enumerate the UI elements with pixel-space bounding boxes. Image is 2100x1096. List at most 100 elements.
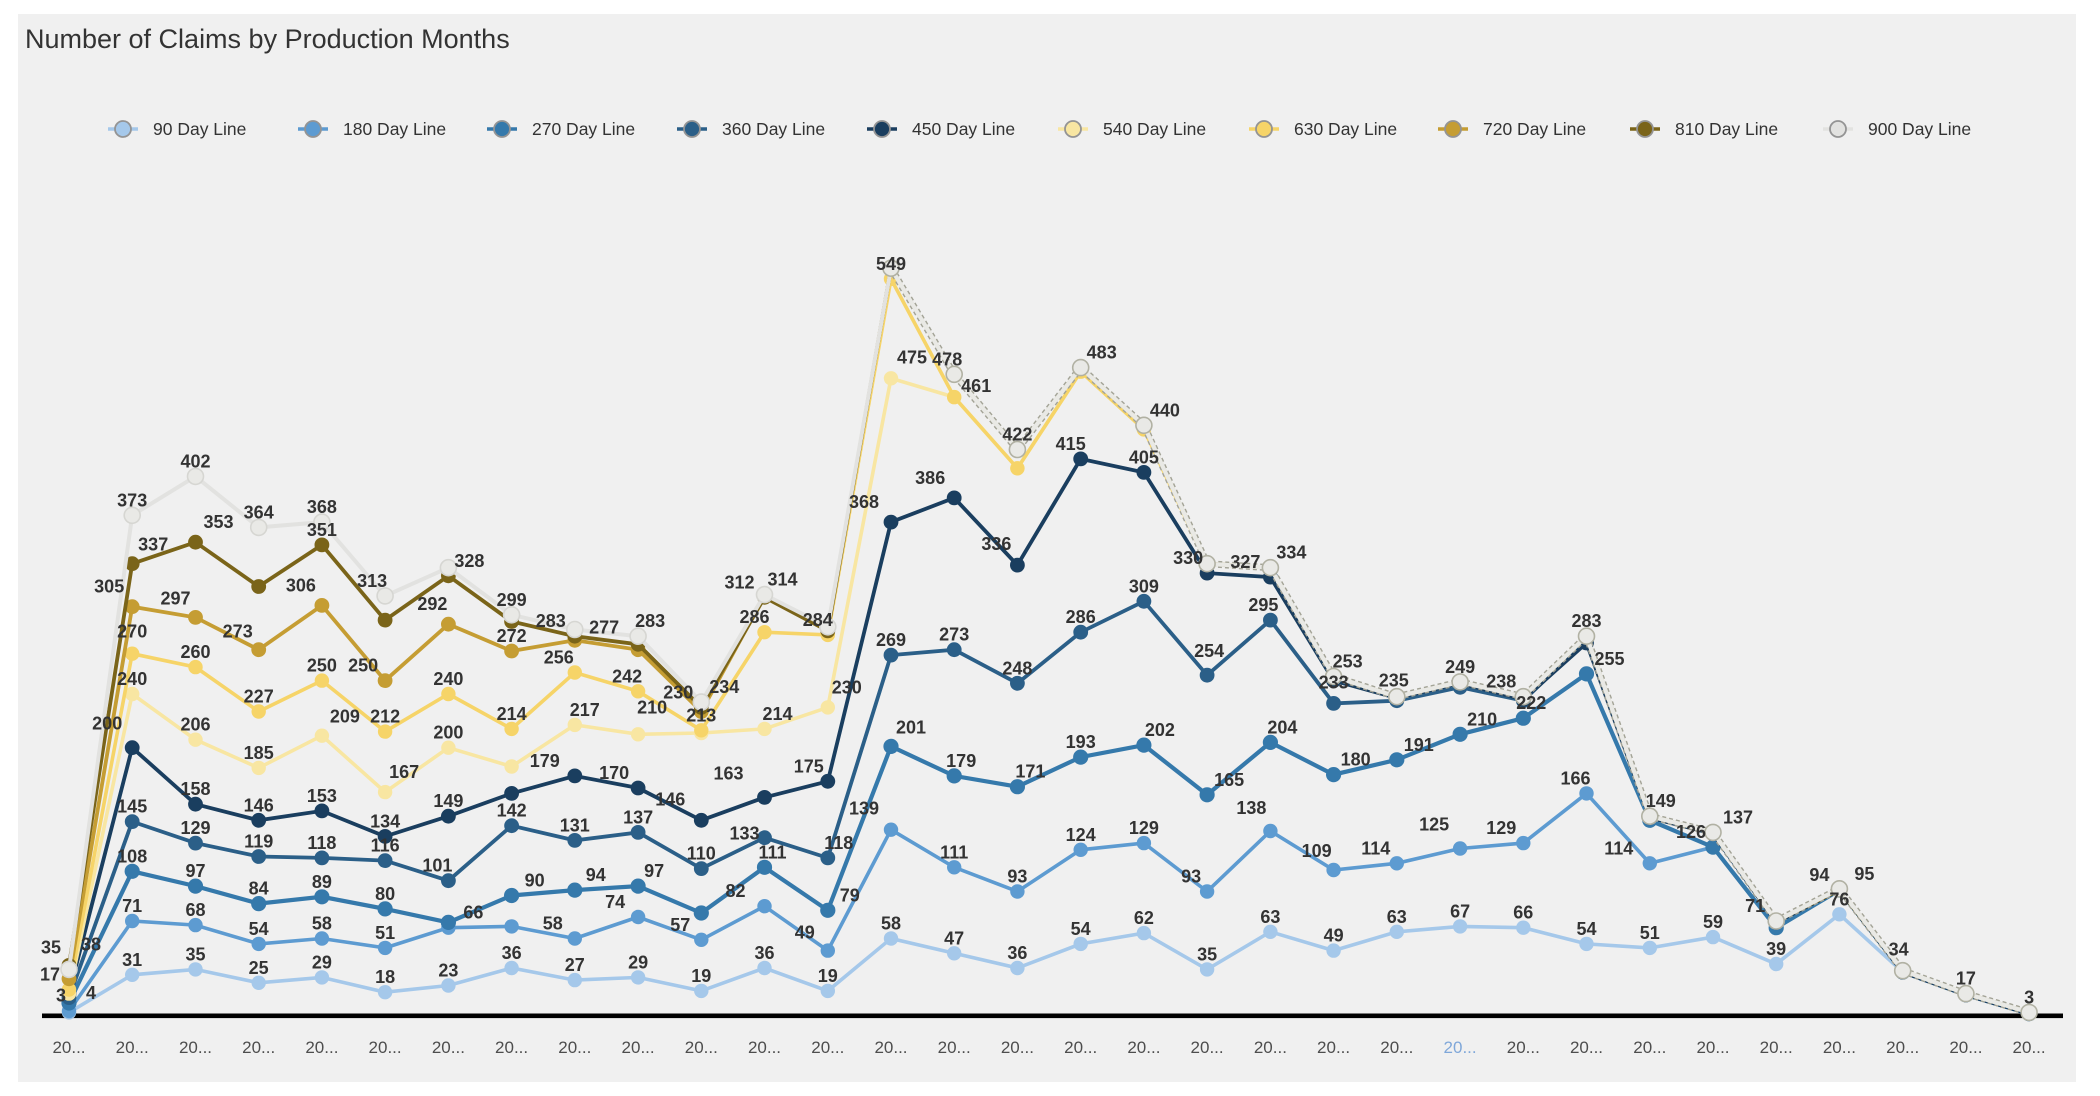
- svg-text:145: 145: [117, 797, 147, 817]
- svg-text:20...: 20...: [1001, 1038, 1034, 1057]
- svg-text:126: 126: [1676, 822, 1706, 842]
- svg-text:273: 273: [223, 622, 253, 642]
- svg-text:273: 273: [939, 625, 969, 645]
- svg-text:336: 336: [981, 534, 1011, 554]
- svg-text:373: 373: [117, 490, 147, 510]
- svg-text:94: 94: [586, 865, 606, 885]
- svg-text:124: 124: [1066, 825, 1096, 845]
- svg-text:3: 3: [56, 985, 66, 1005]
- svg-text:49: 49: [1324, 926, 1344, 946]
- svg-text:47: 47: [944, 928, 964, 948]
- svg-text:386: 386: [915, 468, 945, 488]
- svg-text:111: 111: [940, 842, 968, 862]
- svg-text:284: 284: [803, 610, 833, 630]
- svg-text:238: 238: [1486, 672, 1516, 692]
- svg-text:810 Day Line: 810 Day Line: [1675, 119, 1778, 139]
- svg-text:327: 327: [1230, 552, 1260, 572]
- svg-text:66: 66: [1513, 903, 1533, 923]
- svg-text:101: 101: [422, 856, 452, 876]
- svg-text:58: 58: [543, 914, 563, 934]
- svg-text:20...: 20...: [811, 1038, 844, 1057]
- svg-text:34: 34: [1889, 940, 1909, 960]
- svg-text:20...: 20...: [1380, 1038, 1413, 1057]
- svg-text:95: 95: [1854, 864, 1874, 884]
- svg-text:297: 297: [160, 588, 190, 608]
- svg-text:233: 233: [1319, 672, 1349, 692]
- svg-text:118: 118: [824, 833, 853, 853]
- svg-text:200: 200: [92, 714, 122, 734]
- svg-text:353: 353: [203, 512, 233, 532]
- svg-text:71: 71: [1745, 896, 1765, 916]
- svg-text:475: 475: [897, 347, 927, 367]
- svg-text:328: 328: [454, 551, 484, 571]
- svg-text:4: 4: [86, 983, 96, 1003]
- svg-text:158: 158: [180, 779, 210, 799]
- svg-text:20...: 20...: [2013, 1038, 2046, 1057]
- svg-text:20...: 20...: [1823, 1038, 1856, 1057]
- svg-text:76: 76: [1829, 889, 1849, 909]
- svg-text:204: 204: [1267, 717, 1297, 737]
- svg-text:25: 25: [249, 958, 269, 978]
- svg-text:62: 62: [1134, 908, 1154, 928]
- svg-text:209: 209: [330, 707, 360, 727]
- svg-text:29: 29: [312, 952, 332, 972]
- svg-text:142: 142: [497, 801, 527, 821]
- svg-text:20...: 20...: [369, 1038, 402, 1057]
- svg-text:97: 97: [185, 861, 205, 881]
- svg-text:248: 248: [1002, 658, 1032, 678]
- svg-text:171: 171: [1015, 762, 1045, 782]
- svg-text:57: 57: [670, 915, 690, 935]
- svg-text:368: 368: [849, 492, 879, 512]
- svg-text:119: 119: [244, 832, 273, 852]
- svg-text:129: 129: [1129, 818, 1159, 838]
- svg-text:210: 210: [1467, 709, 1497, 729]
- svg-text:549: 549: [876, 254, 906, 274]
- svg-text:17: 17: [1956, 969, 1976, 989]
- svg-text:166: 166: [1560, 768, 1590, 788]
- svg-text:20...: 20...: [1064, 1038, 1097, 1057]
- svg-text:720 Day Line: 720 Day Line: [1483, 119, 1586, 139]
- svg-text:283: 283: [635, 611, 665, 631]
- svg-text:20...: 20...: [1444, 1038, 1477, 1057]
- svg-text:54: 54: [249, 919, 269, 939]
- svg-text:20...: 20...: [1633, 1038, 1666, 1057]
- svg-text:206: 206: [180, 715, 210, 735]
- svg-text:20...: 20...: [1949, 1038, 1982, 1057]
- svg-text:306: 306: [286, 575, 316, 595]
- svg-text:114: 114: [1361, 838, 1390, 858]
- svg-text:213: 213: [686, 705, 716, 725]
- svg-text:129: 129: [180, 818, 210, 838]
- svg-text:3: 3: [2024, 987, 2034, 1007]
- svg-text:360 Day Line: 360 Day Line: [722, 119, 825, 139]
- svg-text:900 Day Line: 900 Day Line: [1868, 119, 1971, 139]
- svg-text:415: 415: [1056, 434, 1086, 454]
- svg-text:108: 108: [117, 846, 147, 866]
- svg-text:180: 180: [1341, 750, 1371, 770]
- svg-text:82: 82: [725, 881, 745, 901]
- svg-text:337: 337: [138, 535, 168, 555]
- svg-text:20...: 20...: [1127, 1038, 1160, 1057]
- svg-text:137: 137: [623, 807, 653, 827]
- svg-text:299: 299: [497, 590, 527, 610]
- svg-text:214: 214: [762, 704, 792, 724]
- svg-text:59: 59: [1703, 912, 1723, 932]
- svg-text:54: 54: [1576, 919, 1596, 939]
- svg-text:133: 133: [729, 824, 759, 844]
- svg-text:334: 334: [1276, 543, 1306, 563]
- svg-text:260: 260: [180, 642, 210, 662]
- svg-text:97: 97: [644, 861, 664, 881]
- svg-text:116: 116: [371, 836, 400, 856]
- svg-text:36: 36: [502, 943, 522, 963]
- svg-text:149: 149: [433, 791, 463, 811]
- svg-text:249: 249: [1445, 657, 1475, 677]
- svg-text:35: 35: [41, 937, 61, 957]
- svg-text:39: 39: [1766, 939, 1786, 959]
- svg-text:230: 230: [832, 677, 862, 697]
- svg-text:84: 84: [249, 879, 269, 899]
- svg-text:202: 202: [1145, 720, 1175, 740]
- svg-text:19: 19: [818, 966, 838, 986]
- svg-text:234: 234: [709, 677, 739, 697]
- svg-text:138: 138: [1236, 798, 1266, 818]
- svg-text:129: 129: [1486, 818, 1516, 838]
- svg-text:630 Day Line: 630 Day Line: [1294, 119, 1397, 139]
